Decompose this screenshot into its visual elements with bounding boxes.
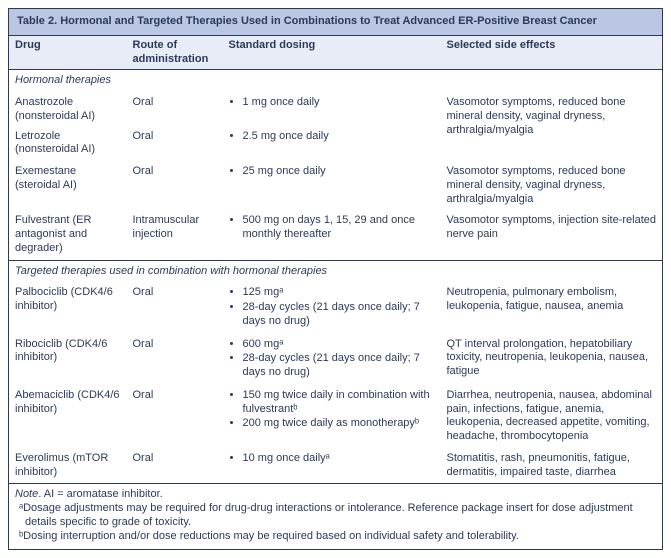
notes-row: Note. AI = aromatase inhibitor. ᵃDosage … xyxy=(9,484,663,550)
route-cell: Oral xyxy=(127,334,223,385)
col-drug: Drug xyxy=(9,35,127,70)
table-title: Hormonal and Targeted Therapies Used in … xyxy=(60,15,597,27)
drug-cell: Ribociclib (CDK4/6 inhibitor) xyxy=(9,334,127,385)
drug-cell: Fulvestrant (ER antagonist and degrader) xyxy=(9,210,127,260)
dose-cell: 150 mg twice daily in combination with f… xyxy=(223,385,441,448)
route-cell: Oral xyxy=(127,282,223,333)
drug-cell: Letrozole (nonsteroidal AI) xyxy=(9,127,127,162)
se-cell: Vasomotor symptoms, reduced bone mineral… xyxy=(441,92,663,161)
header-row: Drug Route of administration Standard do… xyxy=(9,35,663,70)
table-row: Fulvestrant (ER antagonist and degrader)… xyxy=(9,210,663,260)
table-row: Anastrozole (nonsteroidal AI) Oral 1 mg … xyxy=(9,92,663,127)
route-cell: Oral xyxy=(127,161,223,210)
col-side-effects: Selected side effects xyxy=(441,35,663,70)
table-row: Palbociclib (CDK4/6 inhibitor) Oral 125 … xyxy=(9,282,663,333)
section-targeted: Targeted therapies used in combination w… xyxy=(9,260,663,282)
table-title-row: Table 2. Hormonal and Targeted Therapies… xyxy=(9,9,663,36)
section-hormonal: Hormonal therapies xyxy=(9,70,663,92)
dose-cell: 600 mgᵃ28-day cycles (21 days once daily… xyxy=(223,334,441,385)
se-cell: Vasomotor symptoms, reduced bone mineral… xyxy=(441,161,663,210)
drug-cell: Abemaciclib (CDK4/6 inhibitor) xyxy=(9,385,127,448)
dose-cell: 25 mg once daily xyxy=(223,161,441,210)
dose-cell: 1 mg once daily xyxy=(223,92,441,127)
drug-cell: Anastrozole (nonsteroidal AI) xyxy=(9,92,127,127)
se-cell: Neutropenia, pulmonary embolism, leukope… xyxy=(441,282,663,333)
drug-cell: Exemestane (steroidal AI) xyxy=(9,161,127,210)
note-line: ᵃDosage adjustments may be required for … xyxy=(15,502,656,530)
se-cell: Vasomotor symptoms, injection site-relat… xyxy=(441,210,663,260)
note-line: Note. AI = aromatase inhibitor. xyxy=(15,488,656,502)
se-cell: QT interval prolongation, hepatobiliary … xyxy=(441,334,663,385)
route-cell: Intramuscular injection xyxy=(127,210,223,260)
drug-cell: Palbociclib (CDK4/6 inhibitor) xyxy=(9,282,127,333)
route-cell: Oral xyxy=(127,127,223,162)
therapies-table: Table 2. Hormonal and Targeted Therapies… xyxy=(8,8,663,550)
table-row: Ribociclib (CDK4/6 inhibitor) Oral 600 m… xyxy=(9,334,663,385)
route-cell: Oral xyxy=(127,385,223,448)
note-line: ᵇDosing interruption and/or dose reducti… xyxy=(15,530,656,544)
se-cell: Diarrhea, neutropenia, nausea, abdominal… xyxy=(441,385,663,448)
dose-cell: 2.5 mg once daily xyxy=(223,127,441,162)
table-number: Table 2. xyxy=(17,15,57,27)
route-cell: Oral xyxy=(127,92,223,127)
section-label: Hormonal therapies xyxy=(9,70,663,92)
se-cell: Stomatitis, rash, pneumonitis, fatigue, … xyxy=(441,448,663,484)
drug-cell: Everolimus (mTOR inhibitor) xyxy=(9,448,127,484)
dose-cell: 500 mg on days 1, 15, 29 and once monthl… xyxy=(223,210,441,260)
table-row: Exemestane (steroidal AI) Oral 25 mg onc… xyxy=(9,161,663,210)
section-label: Targeted therapies used in combination w… xyxy=(9,260,663,282)
col-route: Route of administration xyxy=(127,35,223,70)
table-row: Abemaciclib (CDK4/6 inhibitor) Oral 150 … xyxy=(9,385,663,448)
dose-cell: 125 mgᵃ28-day cycles (21 days once daily… xyxy=(223,282,441,333)
table-row: Everolimus (mTOR inhibitor) Oral 10 mg o… xyxy=(9,448,663,484)
col-dosing: Standard dosing xyxy=(223,35,441,70)
route-cell: Oral xyxy=(127,448,223,484)
dose-cell: 10 mg once dailyᵃ xyxy=(223,448,441,484)
